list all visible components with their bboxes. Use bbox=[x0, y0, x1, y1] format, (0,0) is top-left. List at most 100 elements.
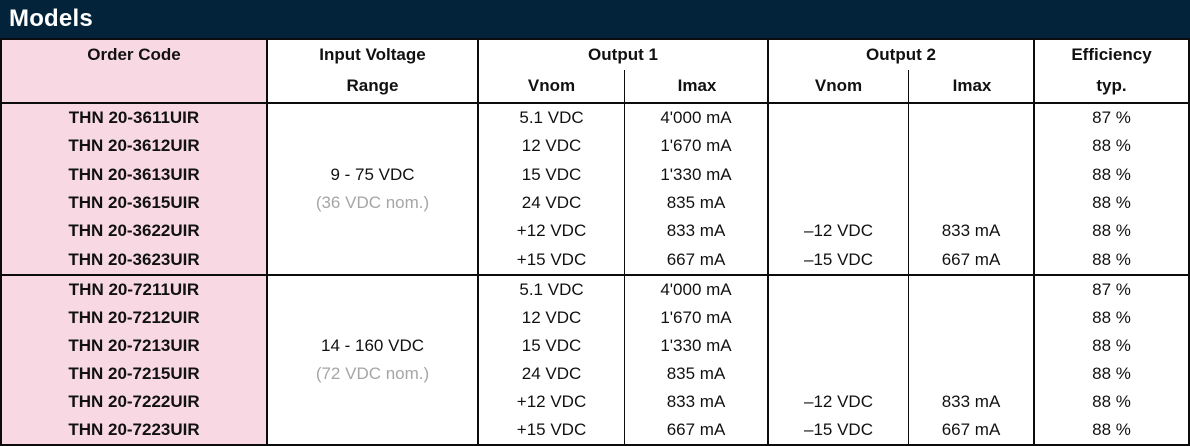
order-code-value: THN 20-3623UIR bbox=[68, 249, 200, 269]
efficiency-value: 88 % bbox=[1092, 193, 1131, 213]
order-code-column: THN 20-3611UIR THN 20-3612UIR THN 20-3613U… bbox=[2, 104, 268, 274]
output1-imax-column: 4'000 mA 1'670 mA 1'330 mA 835 mA 833 mA 667 … bbox=[624, 104, 769, 274]
out2-vnom-value: –15 VDC bbox=[804, 249, 873, 269]
header-input-voltage-line1: Input Voltage bbox=[319, 45, 426, 64]
input-voltage-cell: 9 - 75 VDC (36 VDC nom.) bbox=[268, 104, 479, 274]
header-input-voltage: Input Voltage Range bbox=[268, 40, 479, 102]
out1-vnom-value: +12 VDC bbox=[516, 221, 587, 241]
out2-vnom-value: –15 VDC bbox=[804, 420, 873, 439]
efficiency-value: 88 % bbox=[1092, 249, 1131, 269]
out2-vnom-value bbox=[769, 360, 908, 388]
out2-vnom-value bbox=[769, 276, 908, 304]
out2-vnom-value: –12 VDC bbox=[804, 392, 873, 411]
out2-vnom-value: –12 VDC bbox=[804, 221, 873, 241]
out1-vnom-value: 5.1 VDC bbox=[519, 280, 584, 299]
order-code-value: THN 20-3622UIR bbox=[68, 221, 200, 241]
out1-vnom-value: 12 VDC bbox=[521, 308, 582, 327]
out2-vnom-value bbox=[769, 161, 908, 189]
out1-vnom-value: +15 VDC bbox=[516, 420, 587, 439]
output1-vnom-column: 5.1 VDC 12 VDC 15 VDC 24 VDC +12 VDC +15 VDC bbox=[479, 276, 624, 444]
header-order-code-label: Order Code bbox=[87, 45, 181, 64]
efficiency-value: 88 % bbox=[1092, 420, 1131, 439]
out1-vnom-value: 15 VDC bbox=[521, 336, 582, 355]
out1-imax-value: 1'670 mA bbox=[660, 308, 732, 327]
header-efficiency-line1: Efficiency bbox=[1071, 45, 1152, 64]
order-code-value: THN 20-3612UIR bbox=[68, 136, 200, 156]
efficiency-value: 87 % bbox=[1092, 280, 1131, 299]
order-code-value: THN 20-7212UIR bbox=[68, 308, 200, 327]
efficiency-column: 87 % 88 % 88 % 88 % 88 % 88 % bbox=[1035, 276, 1188, 444]
header-output2: Output 2 Vnom Imax bbox=[769, 40, 1035, 102]
out2-imax-value bbox=[909, 132, 1033, 160]
header-output1-label: Output 1 bbox=[588, 45, 658, 64]
out2-imax-value bbox=[909, 276, 1033, 304]
out1-imax-value: 835 mA bbox=[666, 364, 726, 383]
output2-imax-column: 833 mA 667 mA bbox=[908, 276, 1035, 444]
out2-vnom-value bbox=[769, 304, 908, 332]
out1-imax-value: 1'330 mA bbox=[660, 164, 732, 184]
order-code-value: THN 20-7223UIR bbox=[68, 420, 200, 439]
output2-imax-column: 833 mA 667 mA bbox=[908, 104, 1035, 274]
out1-vnom-value: +15 VDC bbox=[516, 249, 587, 269]
out2-imax-value bbox=[909, 189, 1033, 217]
efficiency-value: 87 % bbox=[1092, 108, 1131, 128]
out1-imax-value: 667 mA bbox=[666, 420, 726, 439]
order-code-column: THN 20-7211UIR THN 20-7212UIR THN 20-7213U… bbox=[2, 276, 268, 444]
efficiency-column: 87 % 88 % 88 % 88 % 88 % 88 % bbox=[1035, 104, 1188, 274]
out1-vnom-value: 5.1 VDC bbox=[519, 108, 584, 128]
output1-imax-column: 4'000 mA 1'670 mA 1'330 mA 835 mA 833 mA 667 … bbox=[624, 276, 769, 444]
input-voltage-range: 9 - 75 VDC bbox=[330, 165, 415, 184]
order-code-value: THN 20-7211UIR bbox=[68, 280, 200, 299]
header-output1-vnom: Vnom bbox=[527, 76, 576, 95]
order-code-value: THN 20-3611UIR bbox=[68, 108, 200, 128]
order-code-value: THN 20-7222UIR bbox=[68, 392, 200, 411]
efficiency-value: 88 % bbox=[1092, 364, 1131, 383]
output2-vnom-column: –12 VDC –15 VDC bbox=[769, 104, 908, 274]
out2-imax-value: 833 mA bbox=[941, 221, 1001, 241]
out1-imax-value: 1'330 mA bbox=[660, 336, 732, 355]
models-table: Order Code Input Voltage Range Output 1 … bbox=[0, 38, 1190, 446]
header-output1: Output 1 Vnom Imax bbox=[479, 40, 769, 102]
output2-vnom-column: –12 VDC –15 VDC bbox=[769, 276, 908, 444]
efficiency-value: 88 % bbox=[1092, 308, 1131, 327]
header-output2-vnom: Vnom bbox=[814, 76, 863, 95]
section-title-bar: Models bbox=[0, 0, 1190, 38]
input-voltage-nominal: (36 VDC nom.) bbox=[315, 193, 430, 212]
section-title: Models bbox=[9, 5, 93, 32]
efficiency-value: 88 % bbox=[1092, 336, 1131, 355]
efficiency-value: 88 % bbox=[1092, 221, 1131, 241]
out2-vnom-value bbox=[769, 332, 908, 360]
order-code-value: THN 20-3613UIR bbox=[68, 164, 200, 184]
efficiency-value: 88 % bbox=[1092, 136, 1131, 156]
header-input-voltage-line2: Range bbox=[346, 76, 399, 95]
order-code-value: THN 20-7213UIR bbox=[68, 336, 200, 355]
out1-imax-value: 833 mA bbox=[666, 392, 726, 411]
out1-imax-value: 4'000 mA bbox=[660, 280, 732, 299]
out1-imax-value: 835 mA bbox=[666, 193, 726, 213]
order-code-value: THN 20-3615UIR bbox=[68, 193, 200, 213]
out2-imax-value: 833 mA bbox=[941, 392, 1001, 411]
out1-imax-value: 4'000 mA bbox=[660, 108, 732, 128]
efficiency-value: 88 % bbox=[1092, 164, 1131, 184]
input-voltage-cell: 14 - 160 VDC (72 VDC nom.) bbox=[268, 276, 479, 444]
header-output1-imax: Imax bbox=[624, 70, 767, 102]
efficiency-value: 88 % bbox=[1092, 392, 1131, 411]
out2-vnom-value bbox=[769, 189, 908, 217]
out2-imax-value bbox=[909, 104, 1033, 132]
order-code-value: THN 20-7215UIR bbox=[68, 364, 200, 383]
out1-vnom-value: +12 VDC bbox=[516, 392, 587, 411]
out1-vnom-value: 24 VDC bbox=[521, 193, 582, 213]
out1-vnom-value: 12 VDC bbox=[521, 136, 582, 156]
out2-imax-value bbox=[909, 332, 1033, 360]
output1-vnom-column: 5.1 VDC 12 VDC 15 VDC 24 VDC +12 VDC +15 VDC bbox=[479, 104, 624, 274]
out2-vnom-value bbox=[769, 132, 908, 160]
header-output2-label: Output 2 bbox=[866, 45, 936, 64]
out1-vnom-value: 15 VDC bbox=[521, 164, 582, 184]
input-voltage-range: 14 - 160 VDC bbox=[321, 336, 424, 355]
header-order-code: Order Code bbox=[2, 40, 268, 102]
out2-imax-value: 667 mA bbox=[941, 420, 1001, 439]
input-voltage-nominal: (72 VDC nom.) bbox=[315, 364, 430, 383]
out1-imax-value: 667 mA bbox=[666, 249, 726, 269]
out1-imax-value: 1'670 mA bbox=[660, 136, 732, 156]
